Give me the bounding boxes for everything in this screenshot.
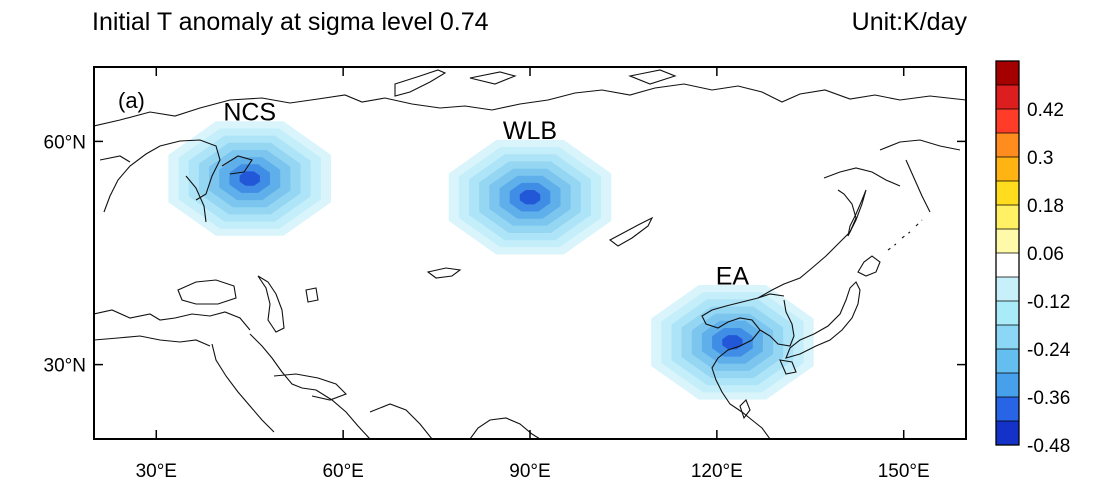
region-label-ncs: NCS: [223, 99, 276, 127]
x-tick-label: 30°E: [136, 461, 177, 482]
panel-tag: (a): [118, 88, 145, 113]
colorbar-swatch: [996, 349, 1019, 374]
colorbar-swatch: [996, 157, 1019, 182]
colorbar: [995, 60, 1020, 446]
coastlines: [94, 69, 966, 439]
anomaly-level: [722, 335, 743, 350]
region-label-ea: EA: [716, 262, 750, 290]
colorbar-swatch: [996, 325, 1019, 350]
colorbar-label: 0.18: [1027, 196, 1064, 217]
anomaly-ncs: [168, 121, 331, 236]
colorbar-label: -0.48: [1027, 436, 1070, 457]
anomaly-level: [239, 171, 260, 186]
colorbar-swatch: [996, 253, 1019, 278]
x-tick-label: 150°E: [878, 461, 930, 482]
colorbar-label: 0.42: [1027, 100, 1064, 121]
colorbar-label: 0.3: [1027, 148, 1053, 169]
colorbar-swatch: [996, 421, 1019, 446]
anomaly-level: [519, 190, 541, 205]
colorbar-swatch: [996, 85, 1019, 110]
colorbar-swatch: [996, 277, 1019, 302]
y-tick-label: 60°N: [44, 132, 86, 153]
anomaly-ea: [651, 285, 814, 400]
anomaly-wlb: [448, 139, 612, 255]
x-tick-label: 90°E: [509, 461, 550, 482]
y-tick-label: 30°N: [44, 356, 86, 377]
colorbar-swatch: [996, 61, 1019, 86]
unit-label: Unit:K/day: [851, 8, 967, 36]
x-tick-label: 60°E: [322, 461, 363, 482]
colorbar-swatch: [996, 181, 1019, 206]
colorbar-label: -0.12: [1027, 292, 1070, 313]
axis-tick-labels: 30°E 60°E 90°E 120°E 150°E 60°N 30°N: [44, 132, 930, 482]
colorbar-label: -0.24: [1027, 340, 1071, 361]
colorbar-swatch: [996, 205, 1019, 230]
region-labels: NCS WLB EA: [223, 99, 749, 291]
x-tick-label: 120°E: [691, 461, 743, 482]
colorbar-swatch: [996, 109, 1019, 134]
colorbar-swatch: [996, 301, 1019, 326]
colorbar-frame: [995, 60, 1020, 446]
anomaly-contours: [168, 121, 814, 400]
colorbar-swatch: [996, 373, 1019, 398]
colorbar-swatch: [996, 133, 1019, 158]
region-label-wlb: WLB: [503, 117, 557, 145]
colorbar-labels: 0.42 0.3 0.18 0.06 -0.12 -0.24 -0.36 -0.48: [1027, 100, 1071, 457]
colorbar-swatch: [996, 397, 1019, 422]
map-title: Initial T anomaly at sigma level 0.74: [92, 8, 489, 36]
colorbar-label: -0.36: [1027, 388, 1070, 409]
axis-ticks: [94, 67, 966, 439]
colorbar-swatch: [996, 229, 1019, 254]
colorbar-label: 0.06: [1027, 244, 1064, 265]
